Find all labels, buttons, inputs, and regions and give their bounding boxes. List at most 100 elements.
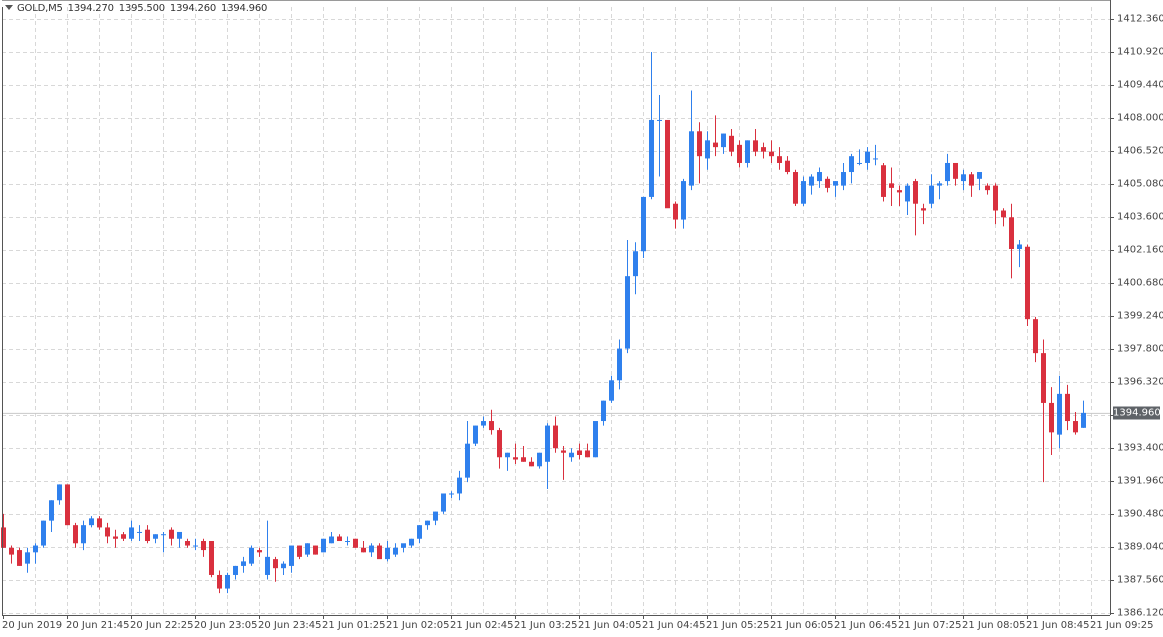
bear-candle-body [825, 178, 830, 188]
bull-candle-body [329, 536, 334, 544]
y-tick-label: 1405.080 [1117, 178, 1163, 190]
bull-candle-body [57, 484, 62, 501]
bull-candle-body [425, 520, 430, 526]
bear-candle-body [793, 172, 798, 204]
bear-candle-body [553, 425, 558, 449]
bull-candle-body [433, 511, 438, 521]
bear-candle-body [9, 547, 14, 555]
bull-candle-body [465, 443, 470, 478]
bear-candle-body [665, 119, 670, 209]
x-tick-label: 21 Jun 06:05 [770, 620, 834, 631]
bull-candle-body [537, 452, 542, 467]
bear-candle-body [521, 457, 526, 462]
bull-candle-body [625, 276, 630, 349]
x-tick-label: 21 Jun 08:45 [1026, 620, 1090, 631]
bear-candle-body [337, 536, 342, 542]
x-tick-label: 21 Jun 08:05 [962, 620, 1026, 631]
bear-candle-body [577, 450, 582, 455]
bear-candle-body [1049, 402, 1054, 433]
bear-candle-body [889, 183, 894, 188]
bull-candle-body [705, 140, 710, 159]
bear-candle-body [273, 559, 278, 569]
bull-candle-body [233, 565, 238, 575]
bull-candle-body [1057, 393, 1062, 435]
y-tick-label: 1402.160 [1117, 244, 1163, 256]
bull-candle-body [409, 538, 414, 546]
bear-candle-body [1073, 421, 1078, 433]
bull-candle-body [857, 162, 862, 164]
bull-candle-body [265, 556, 270, 575]
y-tick-label: 1410.920 [1117, 46, 1163, 58]
bull-candle-body [873, 158, 878, 160]
bear-candle-body [729, 135, 734, 152]
bull-candle-body [841, 172, 846, 186]
bull-candle-body [345, 541, 350, 543]
collapse-triangle-icon[interactable] [5, 5, 13, 10]
bear-candle-body [185, 541, 190, 546]
bull-candle-body [545, 425, 550, 462]
bull-candle-body [689, 131, 694, 186]
bear-candle-body [953, 162, 958, 179]
bull-candle-body [929, 185, 934, 204]
symbol-label: GOLD,M5 [17, 3, 63, 14]
bull-candle-body [449, 493, 454, 495]
bear-candle-body [1025, 246, 1030, 320]
bear-candle-body [881, 165, 886, 197]
bear-candle-body [777, 156, 782, 163]
y-tick-label: 1409.440 [1117, 79, 1163, 91]
bear-candle-body [713, 142, 718, 148]
y-tick-label: 1393.400 [1117, 442, 1163, 454]
bull-candle-body [305, 543, 310, 555]
x-tick-label: 20 Jun 23:05 [194, 620, 258, 631]
bear-candle-body [1033, 319, 1038, 354]
bull-candle-body [601, 400, 606, 422]
y-tick-label: 1391.960 [1117, 475, 1163, 487]
bull-candle-body [241, 561, 246, 566]
bull-candle-body [161, 534, 166, 536]
bull-candle-body [41, 520, 46, 546]
bear-candle-body [993, 185, 998, 211]
bull-candle-body [49, 500, 54, 521]
bull-candle-body [593, 421, 598, 458]
bull-candle-body [281, 563, 286, 569]
bull-candle-body [1081, 412, 1086, 428]
bear-candle-body [761, 147, 766, 152]
bull-candle-body [129, 527, 134, 539]
ohlc-high: 1395.500 [118, 3, 165, 14]
bear-candle-body [65, 484, 70, 526]
bear-candle-body [377, 545, 382, 560]
ohlc-open: 1394.270 [67, 3, 114, 14]
bear-candle-body [1041, 353, 1046, 403]
bull-candle-body [505, 452, 510, 458]
bull-candle-body [745, 140, 750, 163]
bear-candle-body [105, 527, 110, 537]
x-tick-label: 21 Jun 03:25 [514, 620, 578, 631]
bull-candle-body [321, 538, 326, 553]
ohlc-close: 1394.960 [221, 3, 268, 14]
bear-candle-body [769, 151, 774, 157]
bull-candle-body [609, 380, 614, 401]
x-tick-label: 20 Jun 23:45 [258, 620, 322, 631]
y-tick-label: 1399.240 [1117, 310, 1163, 322]
bear-candle-body [753, 140, 758, 152]
bear-candle-body [353, 538, 358, 548]
bear-candle-body [561, 450, 566, 453]
bear-candle-body [297, 545, 302, 557]
bull-candle-body [177, 531, 182, 539]
bull-candle-body [849, 156, 854, 173]
bear-candle-body [697, 131, 702, 157]
x-tick-label: 20 Jun 22:25 [130, 620, 194, 631]
bull-candle-body [401, 543, 406, 548]
bear-candle-body [313, 545, 318, 555]
bull-candle-body [657, 119, 662, 121]
bear-candle-body [201, 541, 206, 551]
bull-candle-body [937, 183, 942, 186]
x-tick-label: 21 Jun 06:45 [834, 620, 898, 631]
bull-candle-body [289, 545, 294, 566]
bear-candle-body [985, 185, 990, 191]
bull-candle-body [649, 119, 654, 197]
bull-candle-body [569, 452, 574, 458]
y-tick-label: 1396.320 [1117, 376, 1163, 388]
